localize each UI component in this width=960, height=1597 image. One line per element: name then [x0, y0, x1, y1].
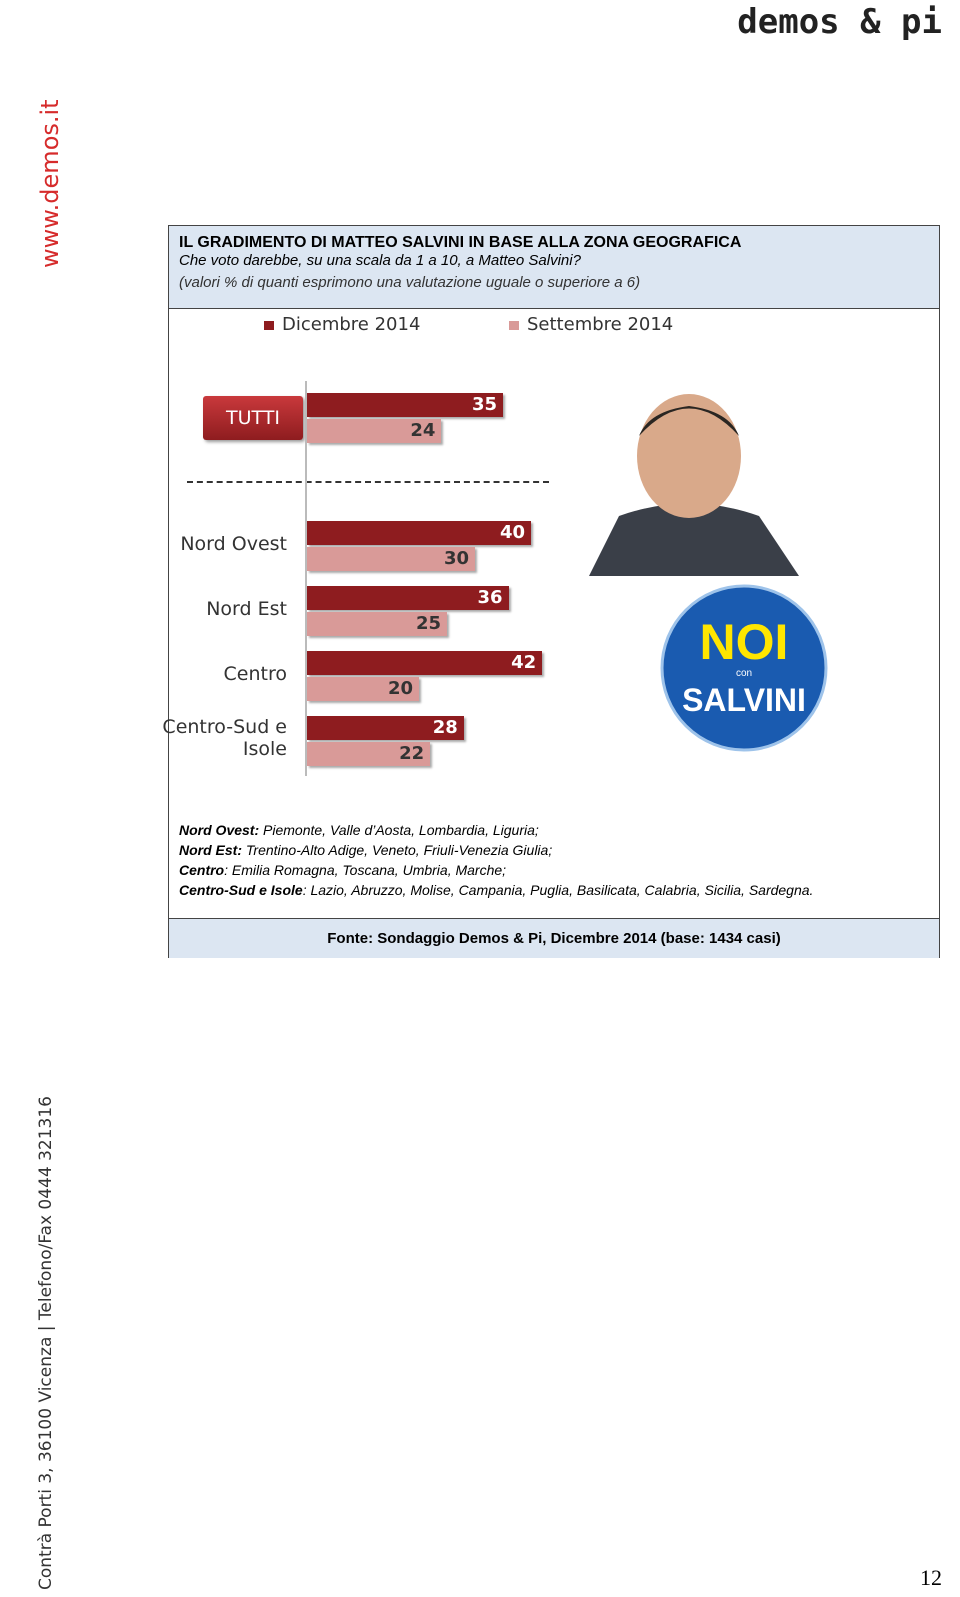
value-label: 30 — [443, 548, 469, 569]
footnote-label: Centro — [179, 862, 225, 878]
photo-placeholder — [589, 394, 799, 576]
bar — [307, 612, 447, 636]
bar — [307, 677, 419, 701]
value-label: 28 — [432, 717, 458, 738]
category-label: TUTTI — [203, 396, 303, 440]
bar — [307, 547, 475, 571]
footnote: Centro-Sud e Isole: Lazio, Abruzzo, Moli… — [179, 882, 813, 898]
category-label: Centro — [223, 663, 287, 685]
footnote: Centro: Emilia Romagna, Toscana, Umbria,… — [179, 862, 506, 878]
side-url: www.demos.it — [36, 99, 64, 268]
bar — [307, 419, 442, 443]
legend-swatch — [509, 321, 519, 330]
side-address: Contrà Porti 3, 36100 Vicenza | Telefono… — [36, 1096, 56, 1590]
legend-label: Settembre 2014 — [527, 314, 674, 335]
value-label: 20 — [387, 678, 413, 699]
legend-swatch — [264, 321, 274, 330]
title: IL GRADIMENTO DI MATTEO SALVINI IN BASE … — [179, 234, 742, 251]
legend-label: Dicembre 2014 — [282, 314, 421, 335]
badge: NOI con SALVINI — [660, 584, 828, 752]
category-label: Nord Est — [206, 598, 287, 620]
source: Fonte: Sondaggio Demos & Pi, Dicembre 20… — [169, 918, 939, 958]
value-label: 35 — [471, 394, 497, 415]
content-box: IL GRADIMENTO DI MATTEO SALVINI IN BASE … — [162, 225, 940, 958]
footnote-label: Centro-Sud e Isole — [179, 882, 303, 898]
value-label: 40 — [499, 522, 525, 543]
value-label: 36 — [477, 587, 503, 608]
value-label: 42 — [511, 652, 537, 673]
separator — [187, 481, 549, 483]
page-number: 12 — [920, 1565, 942, 1590]
header: IL GRADIMENTO DI MATTEO SALVINI IN BASE … — [169, 226, 939, 309]
footnote-label: Nord Ovest: — [179, 822, 260, 838]
footnote: Nord Ovest: Piemonte, Valle d’Aosta, Lom… — [179, 822, 539, 838]
bar — [307, 521, 531, 545]
axis-line — [305, 381, 307, 776]
footnote: Nord Est: Trentino-Alto Adige, Veneto, F… — [179, 842, 552, 858]
bar — [307, 651, 543, 675]
chart: Dicembre 2014 Settembre 2014 TUTTI 35 24 Nord… — [162, 226, 939, 826]
subtitle: Che voto darebbe, su una scala da 1 a 10… — [179, 252, 581, 269]
bar — [307, 716, 464, 740]
bar — [307, 393, 503, 417]
badge-noi: NOI — [700, 614, 789, 670]
value-label: 24 — [410, 420, 436, 441]
footnote-text: Trentino-Alto Adige, Veneto, Friuli-Vene… — [242, 842, 553, 858]
footnote-label: Nord Est: — [179, 842, 242, 858]
logo: demos & pi — [737, 2, 942, 42]
bar — [307, 742, 431, 766]
badge-salvini: SALVINI — [682, 682, 806, 718]
value-label: 25 — [415, 613, 441, 634]
bar — [307, 586, 509, 610]
category-label: Centro-Sud e Isole — [162, 716, 287, 760]
footnote-text: Piemonte, Valle d’Aosta, Lombardia, Ligu… — [259, 822, 539, 838]
note: (valori % di quanti esprimono una valuta… — [179, 274, 641, 291]
category-label: Nord Ovest — [180, 533, 287, 555]
footnote-text: : Emilia Romagna, Toscana, Umbria, March… — [224, 862, 507, 878]
badge-con: con — [736, 668, 752, 679]
footnote-text: : Lazio, Abruzzo, Molise, Campania, Pugl… — [302, 882, 814, 898]
value-label: 22 — [399, 743, 425, 764]
